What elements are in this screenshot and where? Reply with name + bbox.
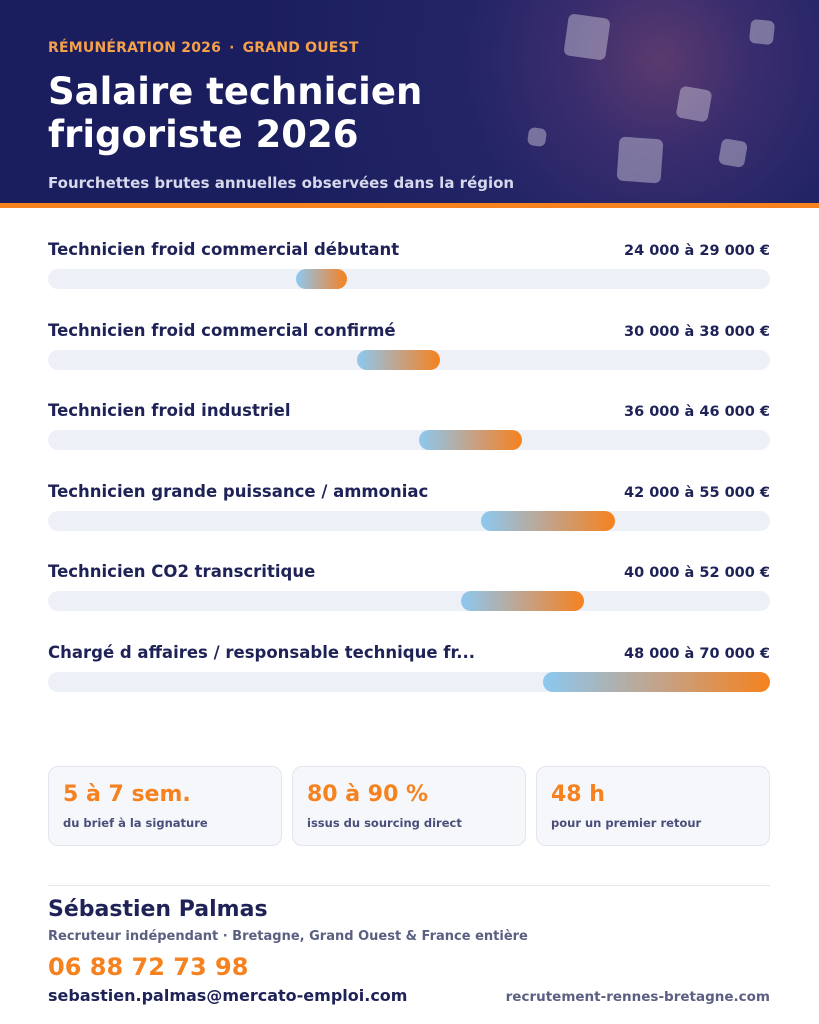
header-banner: RÉMUNÉRATION 2026 · GRAND OUEST Salaire te… <box>0 0 819 203</box>
kicker-separator: · <box>229 40 235 56</box>
kicker-region: GRAND OUEST <box>242 40 359 56</box>
row-label: Technicien froid commercial débutant <box>48 240 400 259</box>
row-value: 36 000 à 46 000 € <box>623 404 770 421</box>
stat-value: 48 h <box>551 782 605 807</box>
decorative-square <box>748 18 776 46</box>
row-label: Technicien froid industriel <box>48 401 291 421</box>
contact-role: Recruteur indépendant · Bretagne, Grand … <box>48 929 528 944</box>
row-value: 24 000 à 29 000 € <box>623 243 770 259</box>
footer-divider <box>48 885 770 886</box>
page-title: Salaire technicien frigoriste 2026 <box>48 70 423 156</box>
range-bar <box>460 591 585 612</box>
kicker-topic: RÉMUNÉRATION 2026 <box>48 40 222 56</box>
range-bar <box>295 269 348 289</box>
range-bar <box>357 349 440 370</box>
decorative-square <box>526 126 548 148</box>
row-value: 42 000 à 55 000 € <box>623 484 770 501</box>
contact-phone[interactable]: 06 88 72 73 98 <box>48 953 249 981</box>
row-label: Technicien froid commercial confirmé <box>48 320 396 340</box>
range-track <box>48 591 770 612</box>
range-bar <box>419 430 523 451</box>
decorative-square <box>717 137 749 169</box>
stat-value: 5 à 7 sem. <box>63 782 191 807</box>
range-track <box>48 672 770 692</box>
decorative-square <box>675 85 713 123</box>
row-label: Technicien grande puissance / ammoniac <box>48 481 429 501</box>
contact-email[interactable]: sebastien.palmas@mercato-emploi.com <box>48 986 408 1005</box>
page-subtitle: Fourchettes brutes annuelles observées d… <box>48 174 515 192</box>
range-track <box>48 430 770 451</box>
row-value: 40 000 à 52 000 € <box>623 565 770 582</box>
stat-label: issus du sourcing direct <box>307 816 462 830</box>
row-value: 30 000 à 38 000 € <box>623 323 770 340</box>
stat-card-sourcing: 80 à 90 % issus du sourcing direct <box>292 766 526 846</box>
stat-value: 80 à 90 % <box>307 782 429 807</box>
range-bar <box>543 672 770 692</box>
row-label: Technicien CO2 transcritique <box>48 562 316 582</box>
contact-name: Sébastien Palmas <box>48 897 268 922</box>
decorative-square <box>563 13 611 61</box>
row-value: 48 000 à 70 000 € <box>623 646 770 662</box>
row-label: Chargé d affaires / responsable techniqu… <box>48 643 476 662</box>
stat-card-delay: 5 à 7 sem. du brief à la signature <box>48 766 282 846</box>
kicker: RÉMUNÉRATION 2026 · GRAND OUEST <box>48 40 359 56</box>
stat-card-response: 48 h pour un premier retour <box>536 766 770 846</box>
stat-label: du brief à la signature <box>63 816 208 830</box>
range-track <box>48 349 770 370</box>
stat-label: pour un premier retour <box>551 816 702 830</box>
contact-website[interactable]: recrutement-rennes-bretagne.com <box>505 989 770 1005</box>
range-bar <box>481 510 616 531</box>
range-track <box>48 269 770 289</box>
decorative-square <box>616 136 664 184</box>
range-track <box>48 510 770 531</box>
header-accent-stripe <box>0 203 819 208</box>
